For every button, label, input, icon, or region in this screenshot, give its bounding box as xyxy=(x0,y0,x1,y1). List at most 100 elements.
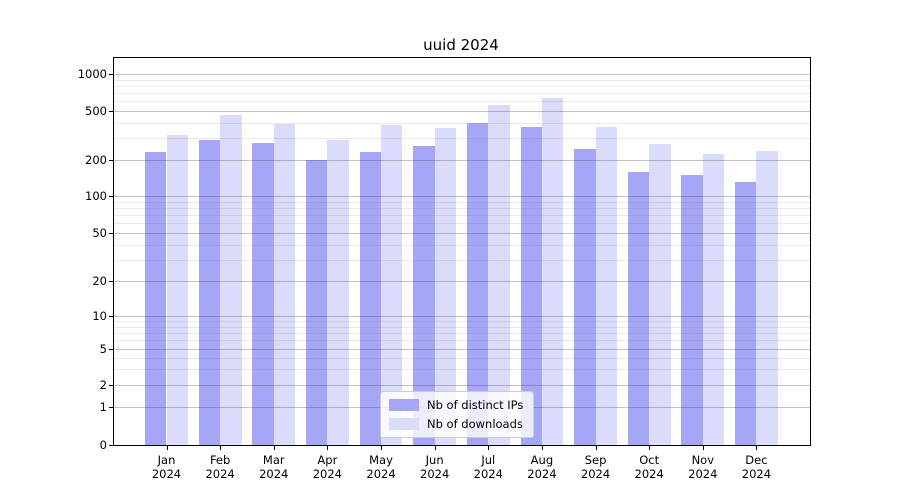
spine-top xyxy=(112,57,810,58)
x-tick-7 xyxy=(541,446,543,450)
gridline-minor-4 xyxy=(112,357,810,359)
x-tick-label-3: Apr 2024 xyxy=(312,453,343,482)
bar-distinct-ips-5 xyxy=(413,145,435,445)
gridline-major-2 xyxy=(112,384,810,386)
y-tick-label-0: 0 xyxy=(99,438,107,452)
bar-distinct-ips-1 xyxy=(198,140,221,445)
bar-downloads-0 xyxy=(166,134,188,445)
x-tick-9 xyxy=(649,446,651,450)
gridline-major-50 xyxy=(112,233,810,234)
x-tick-4 xyxy=(381,446,383,450)
spine-right xyxy=(810,57,811,446)
gridline-major-5 xyxy=(112,349,810,350)
legend-swatch-downloads xyxy=(389,418,419,430)
gridline-minor-8 xyxy=(112,326,810,328)
bar-downloads-4 xyxy=(381,125,403,445)
gridline-major-10 xyxy=(112,316,810,317)
spine-bottom xyxy=(112,445,810,446)
y-tick-label-200: 200 xyxy=(85,153,107,167)
x-tick-label-10: Nov 2024 xyxy=(688,453,718,482)
gridline-major-500 xyxy=(112,110,810,112)
bar-distinct-ips-11 xyxy=(735,182,757,445)
bar-distinct-ips-10 xyxy=(681,174,703,445)
y-tick-500 xyxy=(108,110,113,112)
legend-label-distinct-ips: Nb of distinct IPs xyxy=(427,398,524,412)
gridline-minor-900 xyxy=(112,79,810,81)
x-tick-6 xyxy=(488,446,490,450)
gridline-minor-30 xyxy=(112,259,810,261)
legend: Nb of distinct IPs Nb of downloads xyxy=(380,391,535,438)
y-tick-label-10: 10 xyxy=(92,309,107,323)
plot-area xyxy=(112,57,810,445)
bar-downloads-9 xyxy=(649,143,671,445)
gridline-major-200 xyxy=(112,160,810,161)
y-tick-label-100: 100 xyxy=(85,189,107,203)
gridline-minor-40 xyxy=(112,244,810,246)
x-tick-5 xyxy=(434,446,436,450)
gridline-minor-7 xyxy=(112,332,810,334)
y-tick-2 xyxy=(108,384,113,386)
bar-downloads-7 xyxy=(541,97,564,445)
y-tick-20 xyxy=(108,281,113,282)
gridline-minor-80 xyxy=(112,207,810,209)
y-tick-1 xyxy=(108,406,113,408)
bar-downloads-3 xyxy=(327,140,349,445)
legend-item-distinct-ips: Nb of distinct IPs xyxy=(389,398,523,412)
bar-distinct-ips-8 xyxy=(574,149,596,445)
bar-distinct-ips-3 xyxy=(305,160,328,445)
y-tick-1000 xyxy=(108,74,113,75)
x-tick-10 xyxy=(702,446,704,450)
y-tick-5 xyxy=(108,349,113,350)
bar-downloads-11 xyxy=(756,151,778,445)
x-tick-8 xyxy=(595,446,597,450)
x-tick-2 xyxy=(273,446,275,450)
y-tick-10 xyxy=(108,316,113,317)
x-tick-3 xyxy=(327,446,329,450)
y-tick-label-50: 50 xyxy=(92,226,107,240)
y-tick-label-20: 20 xyxy=(92,274,107,288)
bar-downloads-5 xyxy=(434,127,457,445)
x-tick-0 xyxy=(166,446,168,450)
bar-downloads-6 xyxy=(488,104,510,445)
x-tick-label-5: Jun 2024 xyxy=(420,453,450,482)
chart-title: uuid 2024 xyxy=(423,36,499,54)
y-tick-50 xyxy=(108,233,113,234)
bar-distinct-ips-4 xyxy=(359,152,381,445)
bar-distinct-ips-6 xyxy=(466,122,489,445)
x-tick-label-11: Dec 2024 xyxy=(741,453,772,482)
gridline-minor-800 xyxy=(112,85,810,87)
gridline-minor-60 xyxy=(112,223,810,225)
bar-downloads-8 xyxy=(595,126,617,445)
gridline-minor-300 xyxy=(112,138,810,140)
gridline-minor-3 xyxy=(112,368,810,370)
gridline-major-100 xyxy=(112,196,810,197)
legend-label-downloads: Nb of downloads xyxy=(427,417,523,431)
y-tick-label-5: 5 xyxy=(99,342,107,356)
y-tick-label-500: 500 xyxy=(85,103,107,118)
gridline-major-20 xyxy=(112,281,810,282)
x-tick-label-0: Jan 2024 xyxy=(151,453,182,482)
gridline-minor-700 xyxy=(112,92,810,94)
gridline-minor-6 xyxy=(112,340,810,342)
y-tick-0 xyxy=(108,445,113,446)
x-tick-11 xyxy=(756,446,758,450)
gridline-minor-70 xyxy=(112,215,810,217)
spine-left xyxy=(112,57,114,446)
x-tick-1 xyxy=(220,446,222,450)
bar-downloads-10 xyxy=(702,153,725,445)
y-tick-label-1: 1 xyxy=(99,399,107,414)
y-tick-label-2: 2 xyxy=(99,377,107,392)
x-tick-label-7: Aug 2024 xyxy=(527,453,557,482)
x-tick-label-9: Oct 2024 xyxy=(634,453,664,482)
y-tick-100 xyxy=(108,196,113,197)
legend-item-downloads: Nb of downloads xyxy=(389,417,523,431)
gridline-minor-90 xyxy=(112,201,810,203)
gridline-minor-600 xyxy=(112,101,810,103)
y-tick-200 xyxy=(108,160,113,161)
x-tick-label-2: Mar 2024 xyxy=(259,453,289,482)
x-tick-label-6: Jul 2024 xyxy=(473,453,503,482)
bar-distinct-ips-7 xyxy=(520,126,542,445)
gridline-major-1000 xyxy=(112,74,810,75)
bar-downloads-2 xyxy=(273,124,296,445)
